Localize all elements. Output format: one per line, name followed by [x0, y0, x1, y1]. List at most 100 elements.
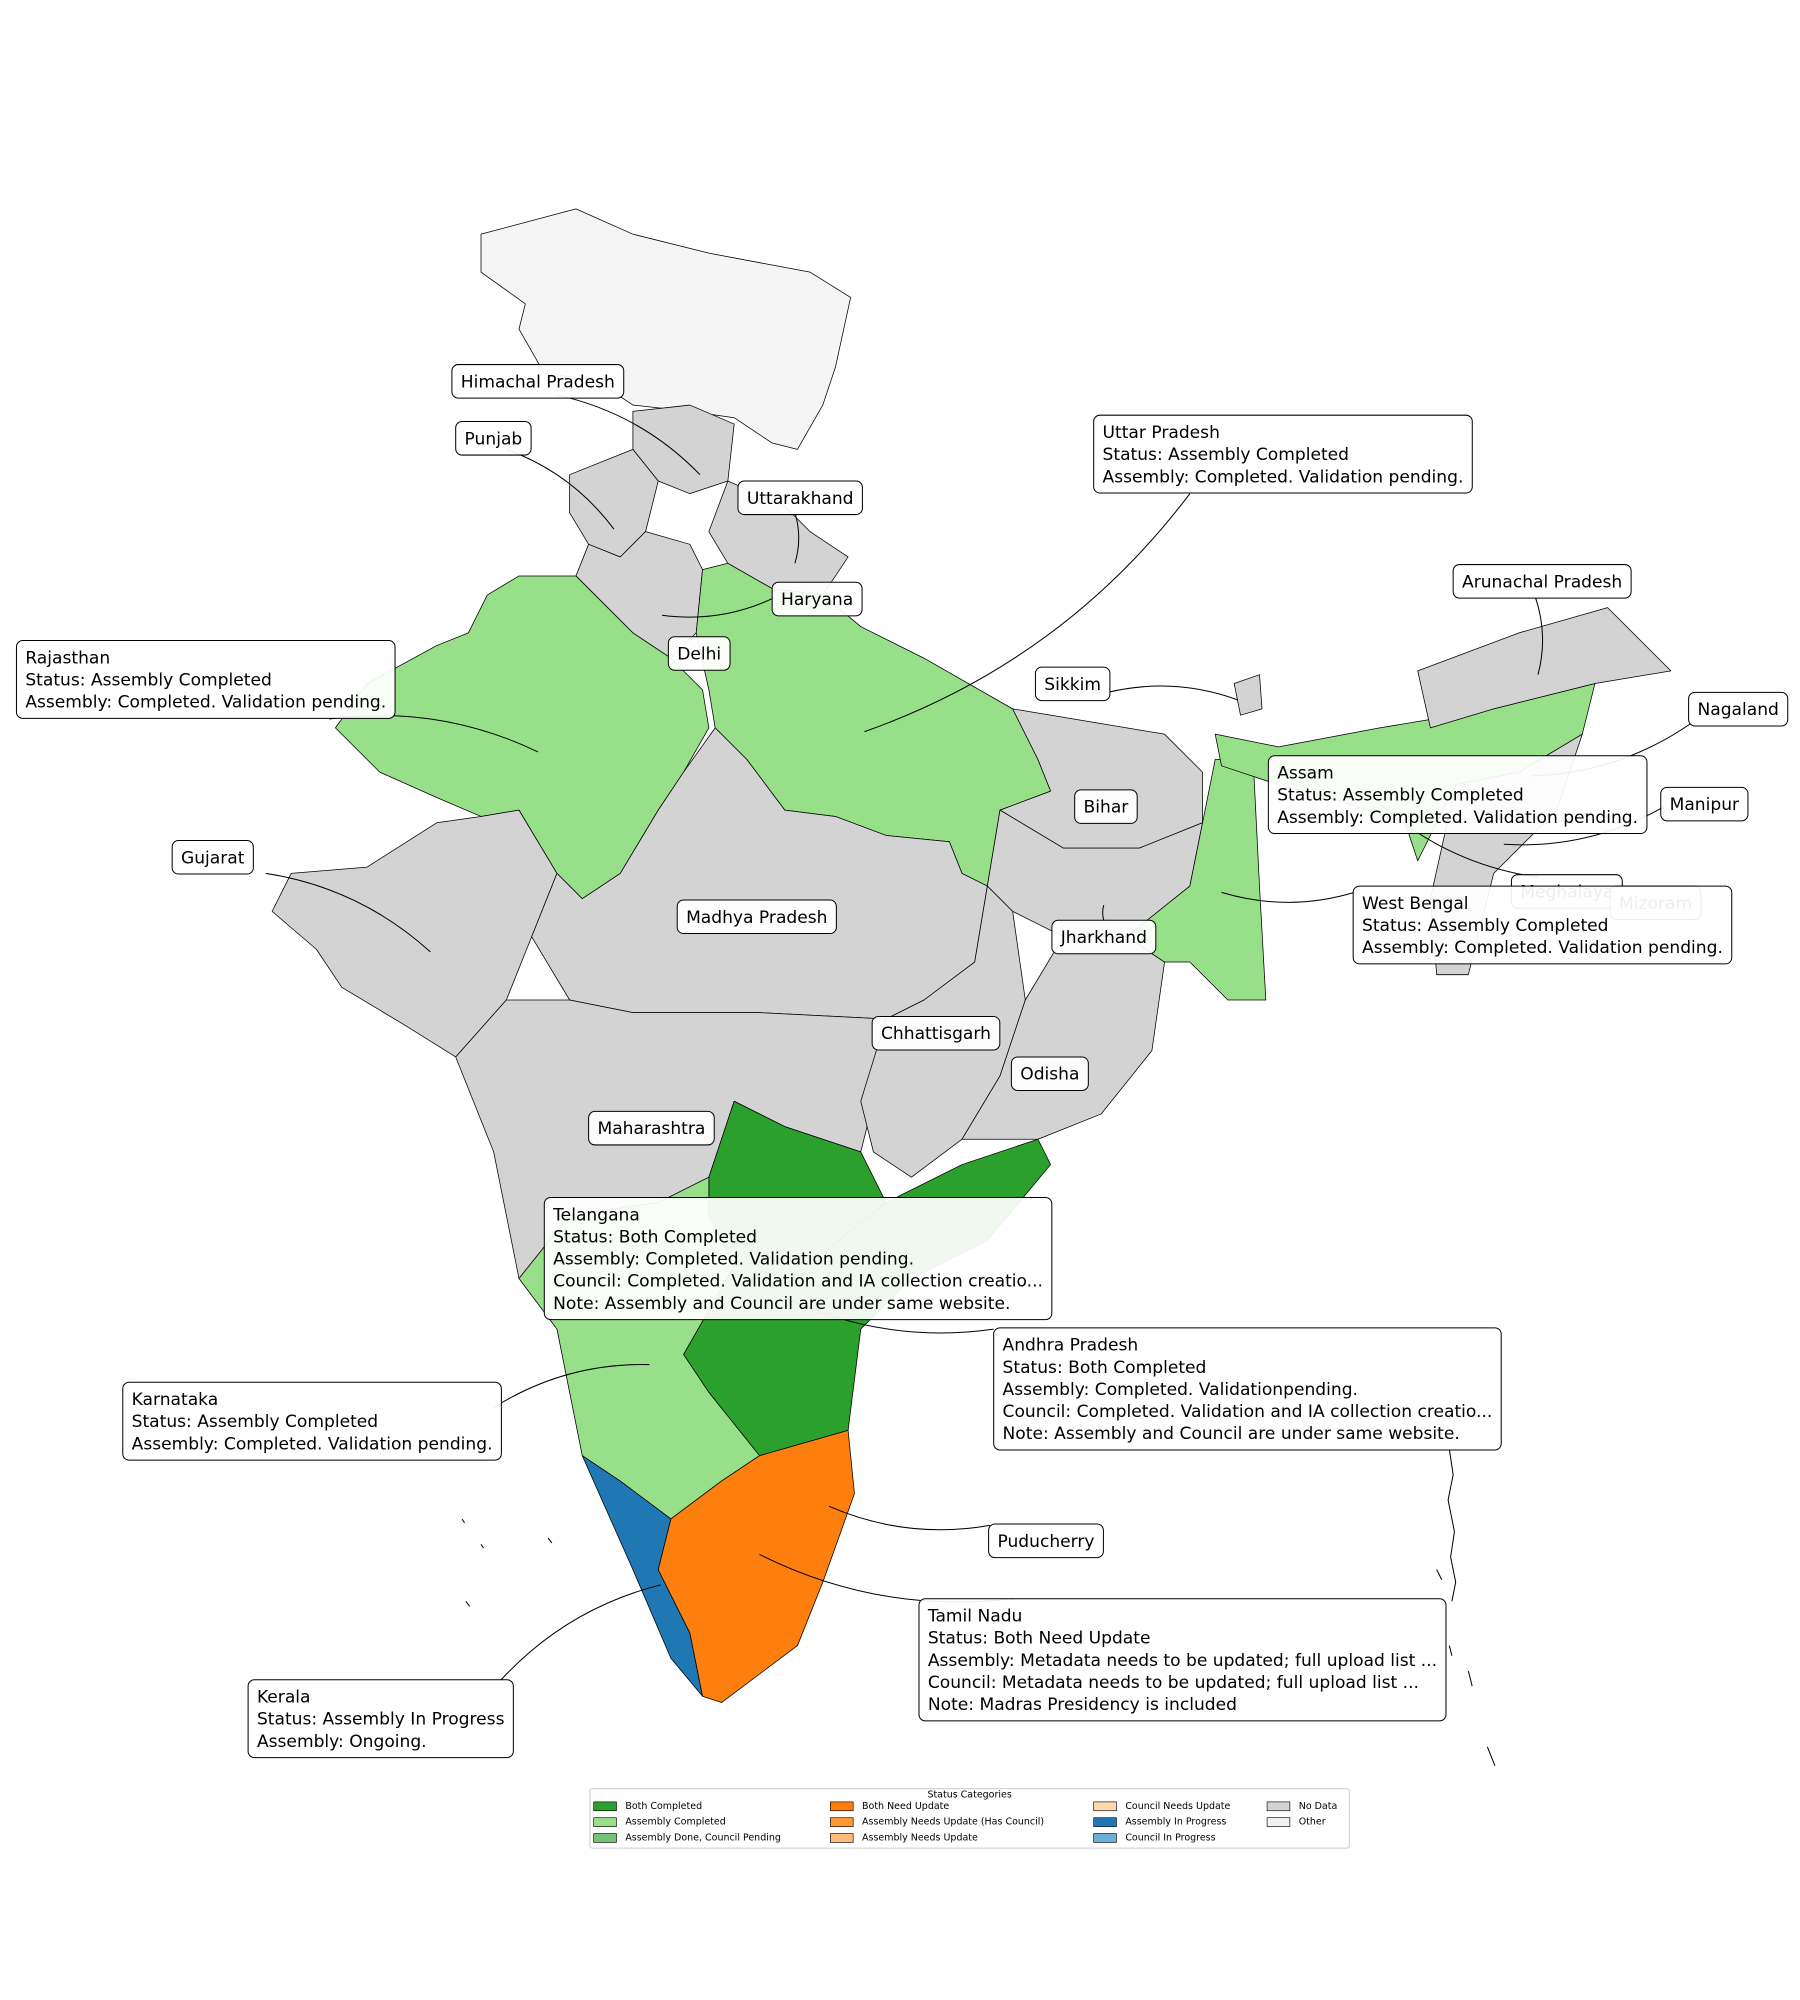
callout: Delhi	[667, 636, 731, 671]
leader-line	[556, 394, 701, 476]
callout-line: Assembly: Completed. Validation pending.	[132, 1434, 493, 1454]
callout-box	[247, 1679, 514, 1759]
legend-label: No Data	[1299, 1801, 1338, 1812]
leader-line	[499, 1584, 661, 1682]
leader-line	[493, 1364, 650, 1409]
callout-box	[588, 1110, 715, 1146]
leader-line	[864, 493, 1191, 733]
legend-swatch	[1266, 1817, 1291, 1827]
callout-box	[871, 1015, 1001, 1051]
callout-box	[122, 1381, 502, 1461]
state-sikkim	[1233, 674, 1263, 716]
callout-title: Delhi	[677, 644, 721, 664]
callout: Odisha	[1010, 1056, 1089, 1092]
callout-title: Maharashtra	[597, 1119, 705, 1139]
legend-swatch	[1093, 1817, 1117, 1827]
callout-line: Council: Completed. Validation and IA co…	[1003, 1402, 1493, 1422]
callout-title: Jharkhand	[1060, 928, 1147, 948]
legend-label: Assembly Done, Council Pending	[625, 1832, 781, 1843]
callout: Uttarakhand	[737, 480, 863, 516]
callout-box	[451, 364, 625, 399]
callout-line: Note: Assembly and Council are under sam…	[553, 1294, 1010, 1314]
callout-title: Uttar Pradesh	[1103, 423, 1220, 443]
state-jammu-kashmir	[480, 208, 852, 450]
callout-title: Himachal Pradesh	[461, 372, 615, 392]
leader-line	[1107, 685, 1239, 701]
callout-box	[1010, 1056, 1089, 1092]
callout-box	[737, 480, 863, 516]
callout-title: Assam	[1277, 763, 1334, 783]
legend-title: Status Categories	[927, 1789, 1011, 1800]
callout-title: Karnataka	[132, 1390, 219, 1410]
state-arunachal	[1417, 607, 1672, 729]
callout-line: Assembly: Completed. Validation pending.	[1277, 808, 1638, 828]
callout-line: Assembly: Completed. Validation pending.	[1362, 938, 1723, 958]
leader-line	[265, 872, 431, 953]
callout-line: Assembly: Completed. Validation pending.	[553, 1250, 914, 1270]
callout-box	[771, 581, 863, 617]
callout-line: Assembly: Completed. Validation pending.	[1103, 467, 1464, 487]
callout-line: Status: Assembly Completed	[25, 670, 272, 690]
callout-title: Manipur	[1670, 795, 1740, 815]
legend-swatch	[1093, 1801, 1117, 1812]
callout-box	[171, 840, 254, 875]
callout-title: Madhya Pradesh	[686, 908, 827, 928]
leader-line	[1221, 891, 1355, 903]
legend: Status Categories Both Completed Assembly …	[589, 1788, 1350, 1849]
callout-box	[1660, 786, 1749, 822]
callout: Arunachal Pradesh	[1452, 564, 1632, 599]
callout-title: Arunachal Pradesh	[1462, 572, 1622, 592]
callout-line: Status: Both Completed	[1003, 1358, 1207, 1378]
legend-label: Both Need Update	[862, 1801, 949, 1812]
state-tamil-nadu	[657, 1430, 855, 1703]
callout-title: Sikkim	[1044, 675, 1101, 695]
callout-line: Status: Assembly Completed	[1362, 916, 1609, 936]
legend-label: Assembly In Progress	[1125, 1817, 1226, 1828]
callout: Maharashtra	[588, 1110, 715, 1146]
callout-line: Assembly: Completed. Validationpending.	[1003, 1380, 1358, 1400]
callout: Himachal Pradesh	[451, 364, 625, 399]
callout: Chhattisgarh	[871, 1015, 1001, 1051]
legend-label: Both Completed	[625, 1801, 702, 1812]
callout-title: Haryana	[781, 590, 853, 610]
callout: Madhya Pradesh	[676, 899, 837, 935]
callout-box	[1352, 885, 1733, 965]
callout-title: Andhra Pradesh	[1003, 1336, 1139, 1356]
callout-line: Assembly: Ongoing.	[257, 1732, 427, 1752]
callout-title: Uttarakhand	[747, 489, 854, 509]
callout-title: Punjab	[465, 429, 523, 449]
callout-line: Status: Assembly Completed	[132, 1412, 378, 1432]
legend-frame	[589, 1788, 1350, 1849]
legend-label: Assembly Needs Update (Has Council)	[862, 1817, 1044, 1828]
callout-box	[993, 1327, 1502, 1451]
legend-label: Other	[1299, 1817, 1326, 1828]
callout-title: Kerala	[257, 1688, 311, 1708]
callout-title: Chhattisgarh	[881, 1024, 991, 1044]
callout-line: Note: Assembly and Council are under sam…	[1003, 1424, 1460, 1444]
callout-box	[988, 1523, 1104, 1559]
callout-box	[676, 899, 837, 935]
callout-box	[455, 421, 532, 456]
callout-title: Gujarat	[181, 848, 245, 868]
callout-box	[1452, 564, 1632, 599]
callout-box	[667, 636, 731, 671]
callout-title: Telangana	[552, 1205, 640, 1225]
callout-title: Rajasthan	[25, 648, 110, 668]
islands	[461, 1449, 1496, 1767]
callout-line: Council: Metadata needs to be updated; f…	[928, 1673, 1419, 1693]
callout: Sikkim	[1034, 666, 1111, 702]
state-west-bengal	[1126, 759, 1267, 1001]
callout: Haryana	[771, 581, 863, 617]
callout-line: Assembly: Metadata needs to be updated; …	[928, 1651, 1437, 1671]
legend-label: Assembly Completed	[625, 1817, 725, 1828]
callouts: Himachal Pradesh Punjab Uttarakhand Uttar P…	[15, 364, 1789, 1759]
callout-title: Tamil Nadu	[927, 1607, 1023, 1627]
callout: Assam Status: Assembly CompletedAssembly:…	[1267, 755, 1648, 835]
callout-title: Nagaland	[1697, 700, 1778, 720]
